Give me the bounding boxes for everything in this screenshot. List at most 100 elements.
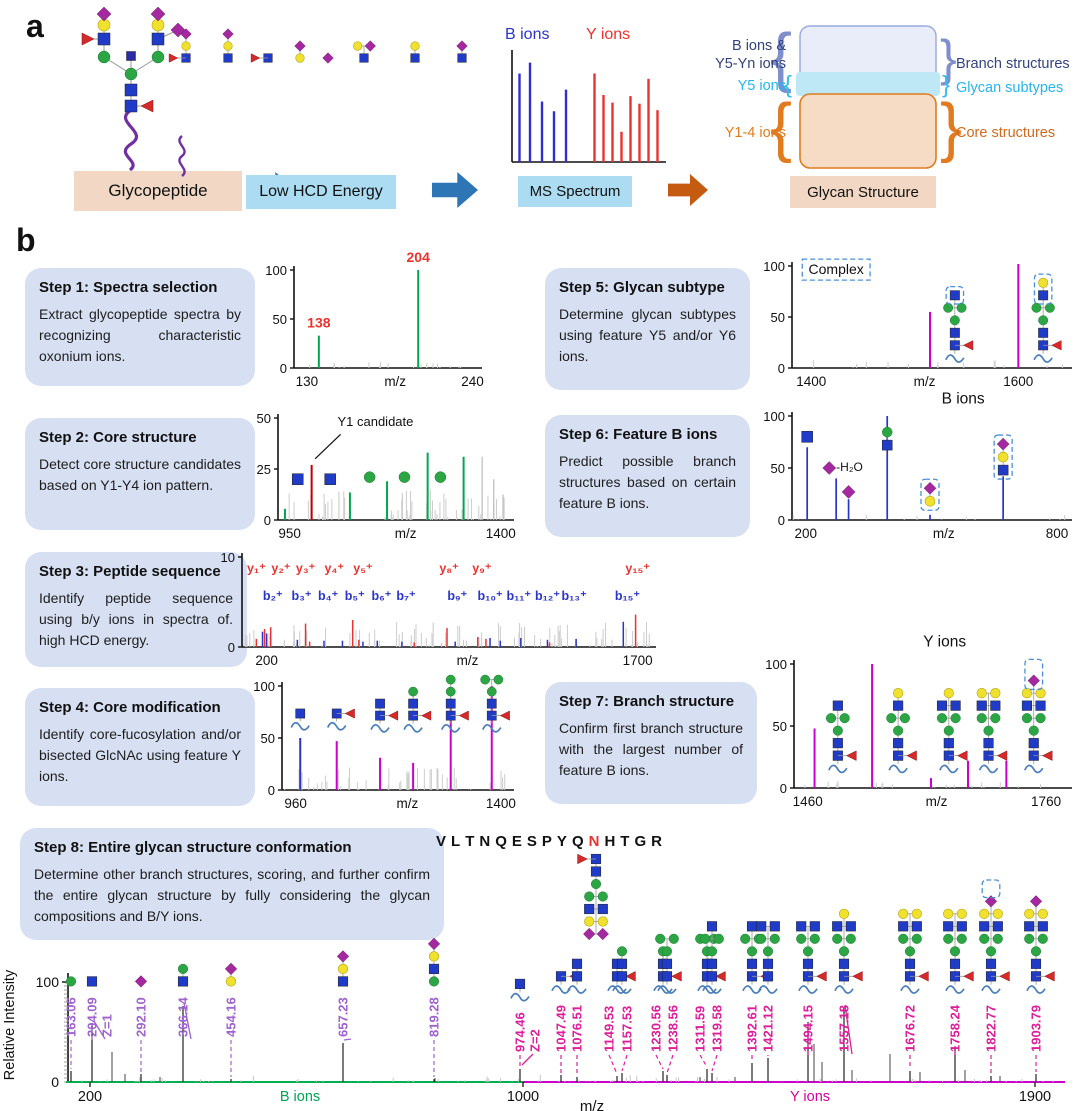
peptide-residue: P [541, 833, 552, 850]
glycopeptide-glycan-icon [81, 6, 186, 172]
svg-text:1494.15: 1494.15 [801, 1005, 816, 1052]
step6-spectrum-chart: 100 50 0 200 m/z 800 -H₂O B ions [763, 391, 1072, 541]
svg-text:b₉⁺: b₉⁺ [447, 589, 467, 603]
peptide-residue: S [526, 833, 537, 850]
step7-body: Confirm first branch structure with the … [559, 720, 743, 778]
svg-text:1047.49: 1047.49 [554, 1005, 569, 1052]
svg-text:b₆⁺: b₆⁺ [371, 589, 391, 603]
svg-text:1149.53: 1149.53 [602, 1006, 617, 1052]
step8-box: Step 8: Entire glycan structure conforma… [20, 828, 444, 940]
svg-text:950: 950 [278, 526, 301, 541]
svg-text:50: 50 [261, 731, 275, 746]
svg-text:1238.56: 1238.56 [666, 1005, 681, 1052]
svg-text:50: 50 [771, 310, 785, 325]
step5-body: Determine glycan subtypes using feature … [559, 306, 736, 364]
svg-text:m/z: m/z [457, 653, 479, 668]
svg-text:b₁₀⁺: b₁₀⁺ [478, 589, 503, 603]
svg-text:960: 960 [284, 796, 307, 811]
svg-text:0: 0 [264, 513, 271, 528]
svg-text:366.14: 366.14 [176, 996, 191, 1037]
svg-text:0: 0 [780, 781, 787, 796]
svg-text:200: 200 [255, 653, 278, 668]
peptide-residue: N [479, 833, 491, 850]
brace-right-branch-icon: } [940, 30, 957, 86]
svg-text:m/z: m/z [384, 374, 406, 389]
peptide-residue: G [634, 833, 647, 850]
svg-text:1400: 1400 [486, 526, 516, 541]
svg-text:204.09: 204.09 [85, 997, 100, 1037]
step4-box: Step 4: Core modification Identify core-… [25, 688, 255, 806]
ms-spectrum-stage-box: MS Spectrum [518, 176, 632, 207]
svg-text:1676.72: 1676.72 [903, 1005, 918, 1052]
svg-text:200: 200 [78, 1089, 102, 1105]
low-hcd-stage-box: Low HCD Energy [246, 175, 396, 209]
svg-text:Y1 candidate: Y1 candidate [337, 414, 413, 429]
step8-body: Determine other branch structures, scori… [34, 866, 430, 924]
svg-text:25: 25 [257, 462, 271, 477]
svg-text:y₈⁺: y₈⁺ [439, 561, 459, 575]
step1-body: Extract glycopeptide spectra by recogniz… [39, 306, 241, 364]
svg-text:b₁₁⁺: b₁₁⁺ [506, 589, 531, 603]
svg-text:50: 50 [273, 312, 287, 327]
svg-text:657.23: 657.23 [336, 997, 351, 1037]
svg-text:974.46: 974.46 [513, 1012, 528, 1052]
svg-text:1822.77: 1822.77 [984, 1005, 999, 1052]
flow-arrow-3-icon [668, 174, 708, 206]
peptide-residue: R [651, 833, 662, 850]
svg-text:B ions: B ions [942, 391, 985, 408]
svg-text:b₁₂⁺: b₁₂⁺ [535, 589, 560, 603]
panel-b-label: b [16, 222, 36, 258]
svg-text:100: 100 [253, 679, 275, 694]
svg-text:1157.53: 1157.53 [620, 1006, 635, 1052]
brace-left-branch-icon: { [770, 19, 792, 93]
glycosylation-site-residue: N [588, 833, 600, 850]
svg-text:1076.51: 1076.51 [570, 1005, 585, 1052]
step6-title: Step 6: Feature B ions [559, 426, 718, 443]
step5-box: Step 5: Glycan subtype Determine glycan … [545, 268, 750, 390]
svg-text:1760: 1760 [1031, 794, 1061, 809]
y-ions-label: Y ions [586, 26, 631, 43]
svg-text:138: 138 [307, 315, 331, 331]
svg-text:m/z: m/z [580, 1098, 604, 1111]
glycan-structure-stage-box: Glycan Structure [790, 176, 936, 208]
svg-text:0: 0 [268, 783, 275, 798]
svg-text:454.16: 454.16 [224, 997, 239, 1037]
svg-text:1311.59: 1311.59 [693, 1006, 708, 1052]
step2-title: Step 2: Core structure [39, 429, 197, 446]
svg-text:Complex: Complex [809, 261, 864, 277]
svg-text:1230.56: 1230.56 [649, 1005, 664, 1052]
svg-text:B ions: B ions [280, 1089, 320, 1105]
svg-text:m/z: m/z [397, 796, 419, 811]
peptide-glycan-icon [577, 853, 609, 941]
peptide-residue: V [436, 833, 447, 850]
peptide-residue: L [451, 833, 461, 850]
svg-text:y₁₅⁺: y₁₅⁺ [625, 561, 650, 575]
svg-text:y₉⁺: y₉⁺ [472, 561, 492, 575]
glycopeptide-stage-label: Glycopeptide [108, 181, 208, 200]
peptide-residue: T [465, 833, 475, 850]
svg-text:b₄⁺: b₄⁺ [318, 589, 339, 603]
svg-text:100: 100 [265, 263, 287, 278]
svg-text:1319.58: 1319.58 [710, 1005, 725, 1052]
step3-box: Step 3: Peptide sequence Identify peptid… [25, 552, 247, 667]
brace-left-core-icon: { [770, 89, 792, 163]
svg-text:240: 240 [461, 374, 484, 389]
peptide-residue: Q [495, 833, 507, 850]
step7-box: Step 7: Branch structure Confirm first b… [545, 682, 757, 804]
b-y5yn-ions-label-line2: Y5-Yn ions [715, 56, 786, 72]
svg-text:Y ions: Y ions [790, 1089, 830, 1105]
svg-text:1460: 1460 [793, 794, 823, 809]
b-y5yn-ions-label-line1: B ions & [732, 38, 786, 54]
svg-text:-H₂O: -H₂O [836, 460, 863, 474]
step6-body: Predict possible branch structures based… [559, 453, 736, 511]
glycopeptide-stage-box: Glycopeptide [74, 171, 242, 211]
svg-text:1400: 1400 [796, 374, 826, 389]
svg-text:y₃⁺: y₃⁺ [296, 561, 316, 575]
svg-text:1903.79: 1903.79 [1029, 1005, 1044, 1052]
svg-text:200: 200 [795, 526, 818, 541]
glycan-subtype-region [796, 72, 940, 96]
step3-spectrum-chart: 10 0 200 m/z 1700 y₁⁺ y₂⁺ y₃⁺ y₄⁺ y₅⁺ y₈⁺ y₉⁺ y₁₅⁺ b₂… [221, 550, 656, 668]
svg-text:1900: 1900 [1019, 1089, 1051, 1105]
